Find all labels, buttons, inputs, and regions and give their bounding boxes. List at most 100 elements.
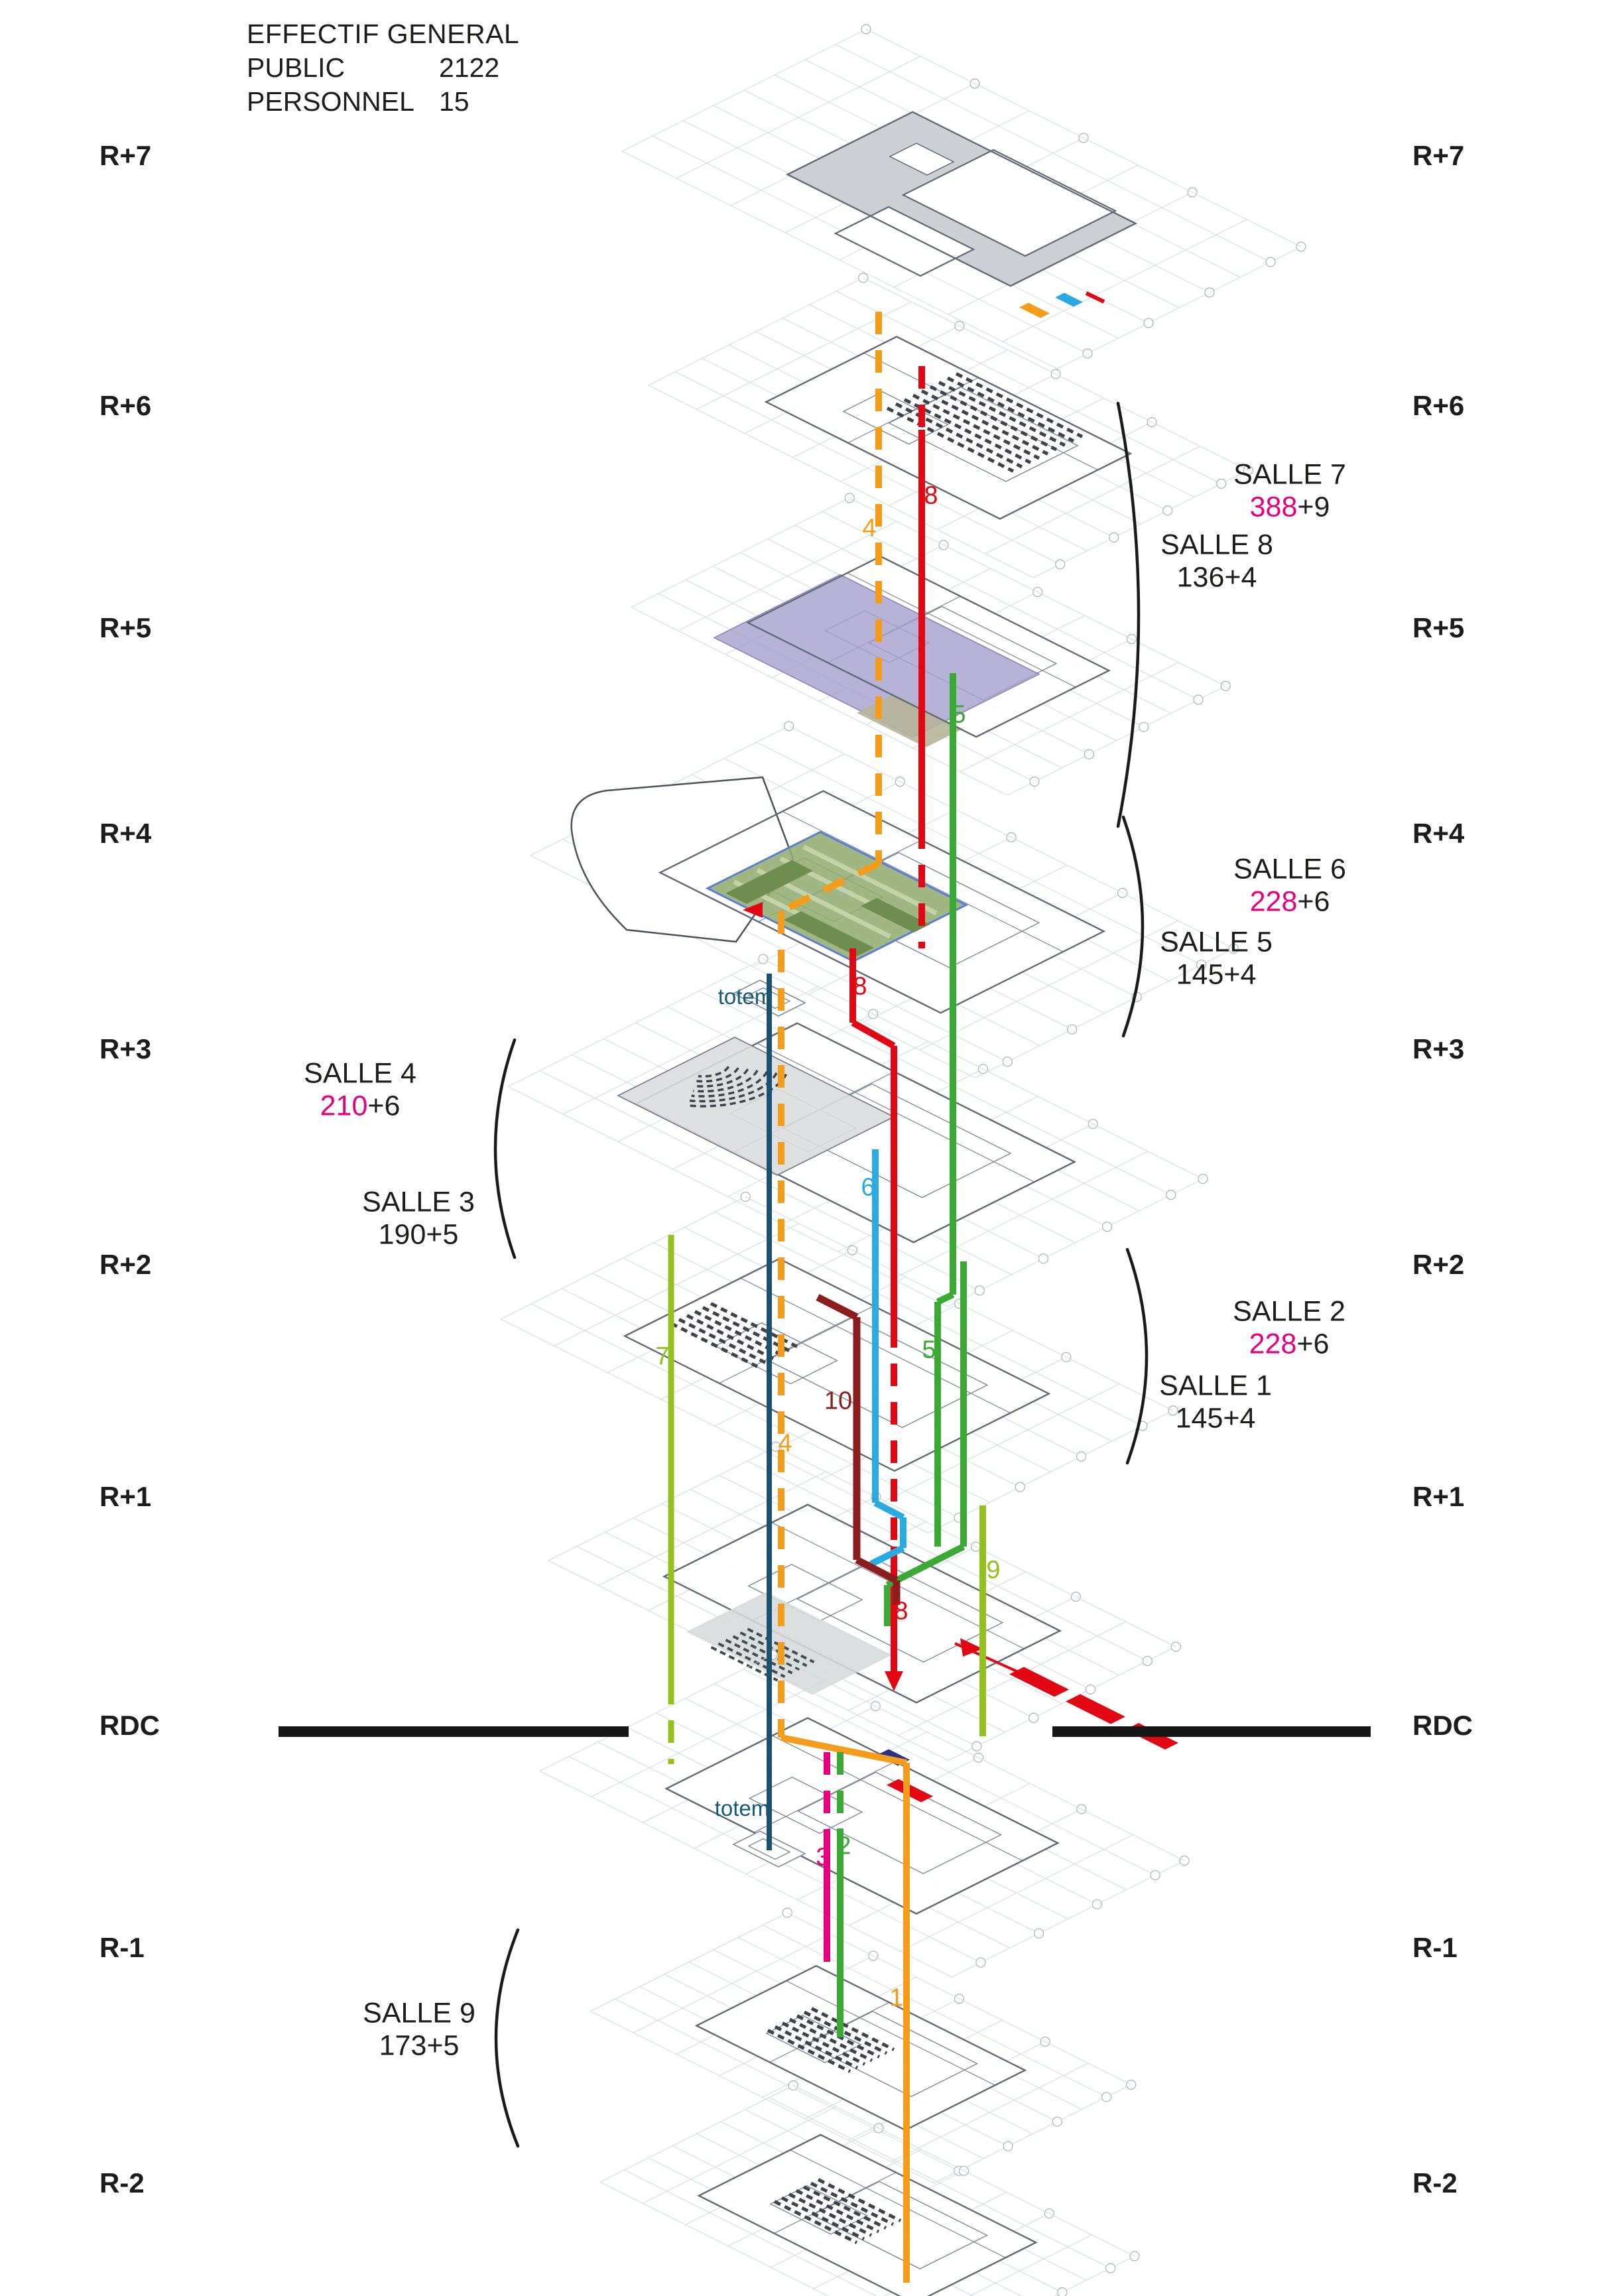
salle-label-salle-5: SALLE 5 [1160, 926, 1273, 958]
effectif-public-value: 2122 [439, 52, 500, 83]
salle-count-value: 210 [320, 1090, 368, 1122]
effectif-public-label: PUBLIC [247, 52, 345, 83]
effectif-title: EFFECTIF GENERAL [247, 19, 520, 49]
route-number-route-8-3: 8 [894, 1597, 908, 1626]
totem-label-2: totem [714, 1796, 770, 1820]
salle-count-salle-1: 145+4 [1176, 1403, 1256, 1435]
salle-count-salle-3: 190+5 [379, 1219, 459, 1251]
salle-count-value: 136 [1176, 561, 1225, 594]
route-number-route-10-1: 10 [824, 1387, 853, 1415]
floor-plan-rm1 [590, 1907, 1137, 2184]
salle-count-suffix: +4 [1223, 1402, 1256, 1435]
floor-label-left-rplus2: R+2 [99, 1249, 152, 1280]
route-number-route-4-1: 4 [862, 514, 877, 542]
floor-label-right-rplus2: R+2 [1412, 1249, 1465, 1280]
effectif-personnel-value: 15 [439, 86, 469, 117]
salle-count-salle-6: 228+6 [1250, 886, 1330, 919]
salle-label-salle-2: SALLE 2 [1233, 1295, 1345, 1328]
floor-plan-r7 [621, 24, 1306, 369]
route-1 [781, 1734, 910, 2283]
floor-plan-r5 [631, 493, 1231, 796]
salle-count-value: 145 [1176, 958, 1224, 991]
rdc-ground-line-right [1052, 1726, 1371, 1737]
floor-label-left-rplus4: R+4 [99, 818, 152, 849]
floor-plan-r3 [507, 954, 1208, 1307]
floor-label-left-rplus7: R+7 [99, 140, 152, 171]
route-number-route-8-1: 8 [924, 481, 938, 510]
floor-plan-r2 [500, 1191, 1178, 1533]
bracket-salles-4-3 [493, 1038, 517, 1259]
salle-count-salle-4: 210+6 [320, 1090, 401, 1123]
salle-count-suffix: +4 [1223, 958, 1257, 991]
salle-count-value: 228 [1249, 1328, 1297, 1360]
floor-label-right-rplus1: R+1 [1412, 1481, 1465, 1512]
floor-label-right-rplus5: R+5 [1412, 612, 1465, 643]
route-number-route-3-1: 3 [816, 1843, 830, 1872]
bracket-salles-7-8 [1116, 401, 1141, 828]
floor-label-right-rdc: RDC [1412, 1710, 1473, 1741]
floor-label-right-rplus7: R+7 [1412, 140, 1465, 171]
salle-label-salle-1: SALLE 1 [1159, 1370, 1272, 1402]
salle-count-suffix: +5 [426, 1218, 459, 1251]
salle-count-value: 190 [378, 1218, 426, 1251]
salle-count-suffix: +6 [367, 1090, 401, 1122]
route-number-route-6-1: 6 [861, 1173, 875, 1202]
floor-plan-r4 [530, 721, 1239, 1078]
bracket-salles-2-1 [1125, 1247, 1149, 1465]
route-8 [849, 366, 925, 1691]
salle-label-salle-4: SALLE 4 [304, 1057, 416, 1090]
effectif-public-row: PUBLIC 2122 [247, 51, 519, 85]
floor-plan-r1 [548, 1441, 1181, 1761]
circulation-routes [668, 312, 986, 2283]
route-number-route-5-2: 5 [922, 1336, 936, 1364]
salle-label-salle-8: SALLE 8 [1160, 529, 1273, 561]
floor-label-left-rplus5: R+5 [99, 612, 152, 643]
floor-label-left-rplus6: R+6 [99, 390, 152, 421]
salle-label-salle-6: SALLE 6 [1233, 853, 1346, 885]
route-number-route-4-2: 4 [778, 1429, 792, 1458]
floor-label-left-rplus1: R+1 [99, 1481, 152, 1512]
route-10 [816, 1294, 901, 1605]
route-4 [778, 312, 882, 1738]
route-number-route-5-1: 5 [952, 700, 966, 729]
route-number-route-2-1: 2 [837, 1832, 851, 1860]
salle-count-suffix: +4 [1224, 561, 1257, 594]
floor-label-left-rminus1: R-1 [99, 1932, 145, 1963]
route-6 [869, 1149, 906, 1567]
salle-count-salle-7: 388+9 [1250, 491, 1330, 524]
salle-count-suffix: +5 [426, 2029, 460, 2062]
bracket-salle-9 [494, 1928, 520, 2148]
salle-count-value: 173 [379, 2029, 427, 2062]
salle-count-suffix: +6 [1296, 1328, 1330, 1360]
totem-label-1: totem [718, 984, 773, 1009]
salle-count-value: 228 [1249, 885, 1298, 918]
effectif-personnel-label: PERSONNEL [247, 86, 414, 117]
salle-label-salle-9: SALLE 9 [363, 1997, 475, 2029]
floor-label-right-rminus2: R-2 [1412, 2167, 1458, 2199]
floor-label-right-rplus3: R+3 [1412, 1033, 1465, 1064]
salle-count-suffix: +6 [1297, 885, 1330, 918]
route-number-route-7-1: 7 [655, 1342, 670, 1371]
route-5 [884, 673, 967, 1626]
salle-label-salle-3: SALLE 3 [362, 1186, 475, 1218]
route-number-route-8-2: 8 [853, 972, 867, 1001]
floor-label-left-rminus2: R-2 [99, 2167, 145, 2199]
floor-label-right-rplus4: R+4 [1412, 818, 1465, 849]
floor-label-right-rminus1: R-1 [1412, 1932, 1458, 1963]
floor-plan-rdc [539, 1638, 1190, 1978]
salle-count-salle-5: 145+4 [1176, 959, 1257, 991]
salle-label-salle-7: SALLE 7 [1233, 458, 1346, 491]
route-number-route-1-1: 1 [889, 1984, 904, 2012]
salle-count-suffix: +9 [1297, 491, 1330, 523]
effectif-header: EFFECTIF GENERAL PUBLIC 2122 PERSONNEL 15 [247, 17, 519, 119]
rdc-ground-line-left [279, 1726, 629, 1737]
floor-label-left-rdc: RDC [99, 1710, 160, 1741]
bracket-salles-6-5 [1121, 815, 1145, 1038]
salle-count-salle-8: 136+4 [1177, 562, 1257, 594]
salle-count-value: 145 [1175, 1402, 1223, 1435]
salle-count-salle-9: 173+5 [379, 2030, 460, 2063]
floor-label-left-rplus3: R+3 [99, 1033, 152, 1064]
route-number-route-9-1: 9 [986, 1556, 1001, 1584]
